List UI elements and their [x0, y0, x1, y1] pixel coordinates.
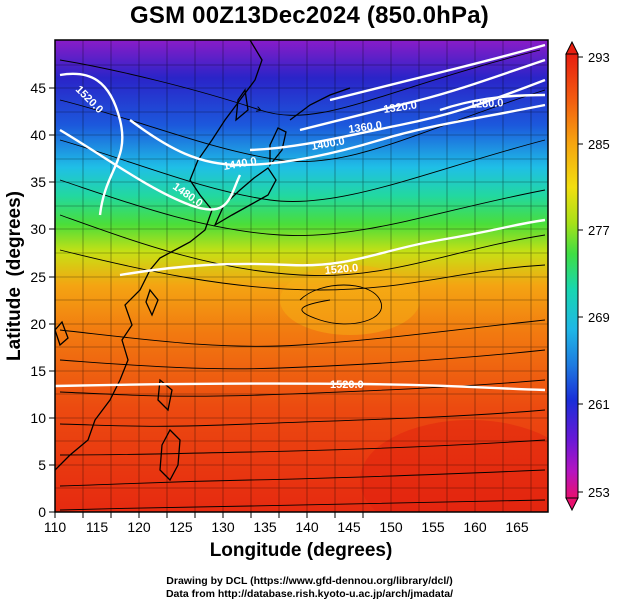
credit-data-source: Data from http://database.rish.kyoto-u.a… — [165, 588, 454, 600]
colorbar-scale — [565, 53, 579, 499]
y-tick-label: 15 — [30, 363, 46, 379]
contour-label: 1360.0 — [348, 119, 383, 136]
wind-streamlines — [59, 49, 546, 511]
colorbar-tick-label: 285 — [588, 137, 610, 152]
x-tick-labels: 110 115 120 125 130 135 140 145 150 155 … — [44, 519, 529, 535]
colorbar-tick-label: 269 — [588, 310, 610, 325]
colorbar-tick-label: 261 — [588, 397, 610, 412]
y-tick-label: 45 — [30, 80, 46, 96]
x-tick-label: 120 — [127, 519, 151, 535]
lat-lon-grid — [55, 40, 548, 512]
colorbar-tick-label: 277 — [588, 223, 610, 238]
colorbar-tick-label: 253 — [588, 485, 610, 500]
credits: Drawing by DCL (https://www.gfd-dennou.o… — [0, 575, 619, 601]
contour-label: 1320.0 — [383, 99, 418, 116]
y-tick-label: 20 — [30, 316, 46, 332]
credit-drawing: Drawing by DCL (https://www.gfd-dennou.o… — [166, 575, 453, 587]
y-tick-label: 35 — [30, 174, 46, 190]
x-tick-label: 160 — [463, 519, 487, 535]
y-tick-label: 25 — [30, 269, 46, 285]
y-tick-labels: 0 5 10 15 20 25 30 35 40 45 — [30, 80, 46, 520]
x-tick-label: 145 — [337, 519, 361, 535]
colorbar: 293 285 277 269 261 253 — [565, 40, 610, 512]
x-tick-label: 135 — [253, 519, 277, 535]
x-tick-label: 130 — [211, 519, 235, 535]
height-contours — [55, 43, 546, 392]
x-tick-label: 115 — [86, 519, 109, 535]
y-tick-label: 40 — [30, 127, 46, 143]
y-axis-label: Latitude (degrees) — [4, 191, 25, 361]
contour-label: 1400.0 — [310, 135, 345, 153]
axis-ticks — [49, 87, 364, 518]
y-tick-label: 0 — [38, 504, 46, 520]
colorbar-bottom-arrow — [565, 497, 579, 512]
x-tick-label: 165 — [505, 519, 529, 535]
colorbar-tick-label: 293 — [588, 50, 610, 65]
y-tick-label: 10 — [30, 410, 46, 426]
y-tick-label: 5 — [38, 457, 46, 473]
x-tick-label: 155 — [421, 519, 445, 535]
contour-label: 1440.0 — [222, 155, 257, 173]
contour-label: 1280.0 — [470, 97, 504, 111]
colorbar-top-arrow — [565, 40, 579, 55]
contour-label: 1520.0 — [324, 262, 359, 277]
y-tick-label: 30 — [30, 221, 46, 237]
x-axis-label: Longitude (degrees) — [210, 540, 393, 561]
contour-label: 1520.0 — [330, 379, 364, 391]
x-tick-label: 150 — [379, 519, 403, 535]
temperature-field — [55, 40, 548, 512]
chart-title: GSM 00Z13Dec2024 (850.0hPa) — [130, 2, 489, 29]
x-tick-label: 110 — [44, 519, 67, 535]
x-tick-label: 125 — [169, 519, 193, 535]
x-tick-label: 140 — [295, 519, 319, 535]
plot-frame — [54, 39, 549, 513]
